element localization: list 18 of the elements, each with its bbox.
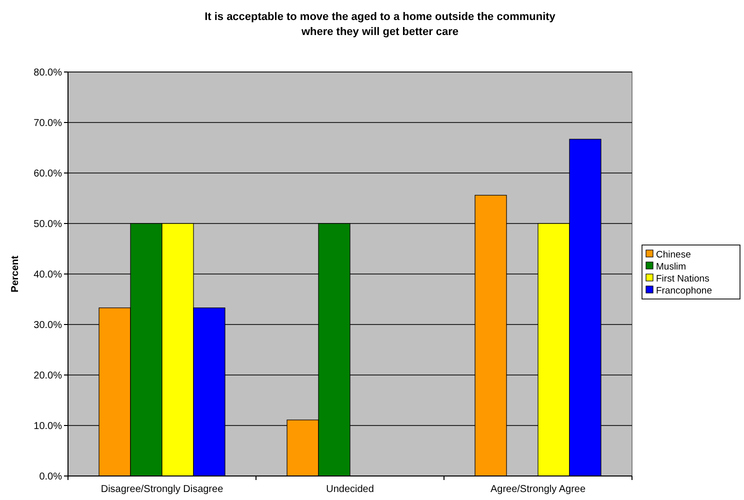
y-tick-label: 80.0% [34,68,62,78]
y-tick-label: 30.0% [34,320,62,331]
x-tick-label: Agree/Strongly Agree [490,484,586,495]
x-tick-label: Undecided [326,484,374,495]
y-tick-label: 40.0% [34,270,62,280]
y-tick-label: 20.0% [34,370,62,382]
y-tick-label: 0.0% [39,472,62,482]
chart-title: It is acceptable to move the aged to a home outside the community where they will get better care [204,11,556,38]
legend-label: Francophone [656,285,712,296]
legend-label: First Nations [656,273,710,284]
y-tick-label: 10.0% [34,421,62,432]
x-tick-label: Disagree/Strongly Disagree [100,484,224,495]
y-tick-label: 60.0% [34,168,62,180]
y-axis-title: Percent [10,254,21,292]
legend-label: Muslim [656,261,686,272]
legend-label: Chinese [656,249,691,260]
y-tick-label: 50.0% [34,219,62,230]
y-tick-label: 70.0% [34,118,62,129]
